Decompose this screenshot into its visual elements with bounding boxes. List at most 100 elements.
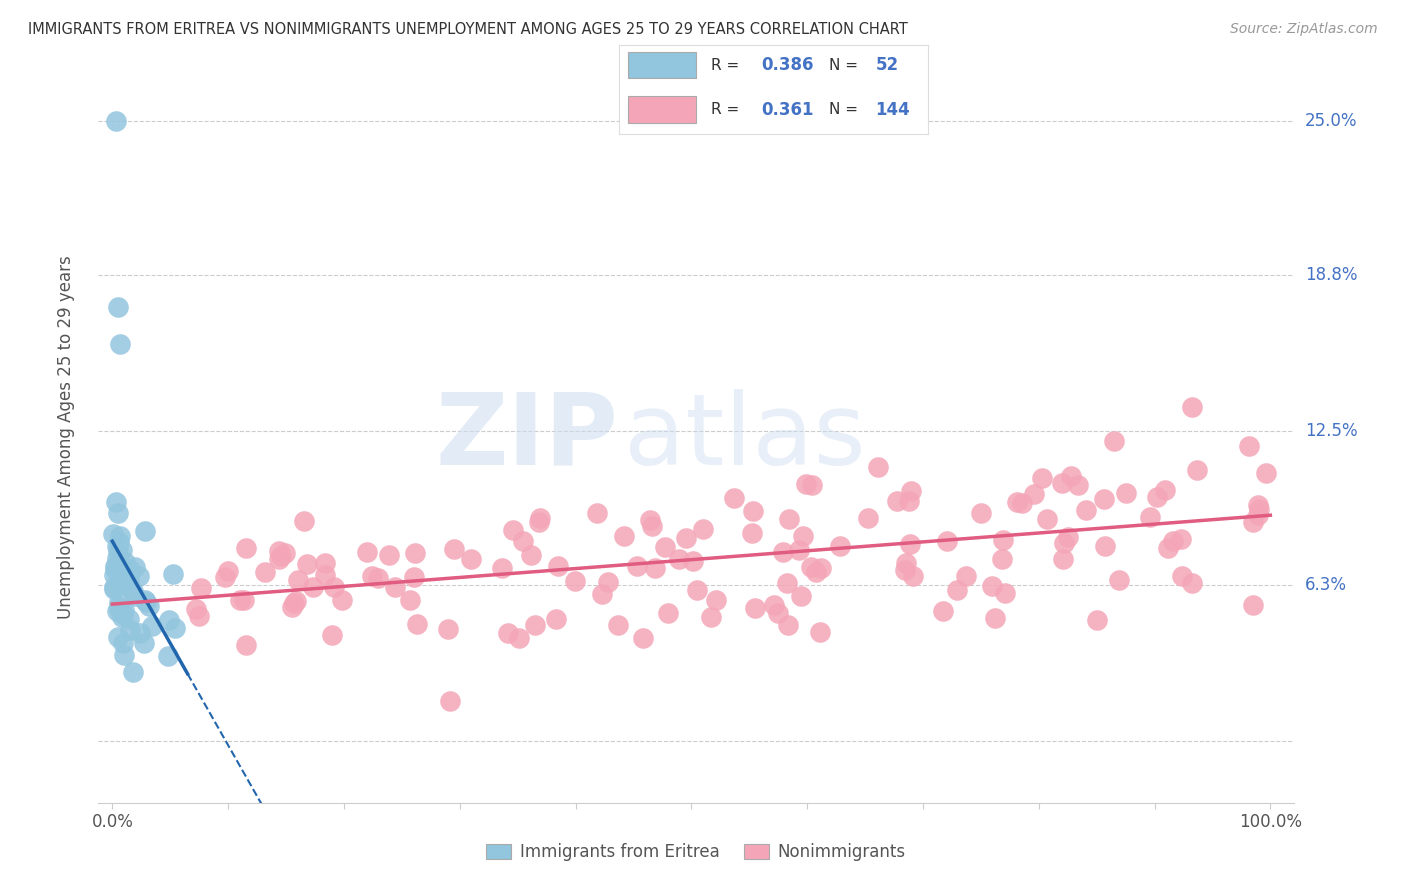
- Point: [1181, 401, 1204, 415]
- Point: [1060, 468, 1083, 483]
- Point: [112, 603, 135, 617]
- Point: [361, 569, 384, 583]
- Point: [800, 478, 823, 492]
- Point: [1157, 541, 1180, 555]
- Point: [1094, 539, 1116, 553]
- Text: 25.0%: 25.0%: [1305, 112, 1357, 130]
- Point: [188, 609, 211, 624]
- Text: 52: 52: [876, 56, 898, 74]
- Point: [443, 541, 465, 556]
- Point: [110, 337, 132, 351]
- Point: [162, 566, 184, 581]
- Y-axis label: Unemployment Among Ages 25 to 29 years: Unemployment Among Ages 25 to 29 years: [56, 255, 75, 619]
- Point: [1092, 491, 1115, 506]
- Point: [134, 592, 156, 607]
- Point: [280, 599, 302, 614]
- Point: [111, 610, 134, 624]
- Point: [103, 582, 125, 596]
- Point: [546, 612, 568, 626]
- Text: 0.386: 0.386: [761, 56, 814, 74]
- Point: [763, 598, 786, 612]
- Point: [112, 648, 135, 663]
- Point: [108, 534, 131, 549]
- Point: [314, 567, 336, 582]
- Point: [107, 544, 129, 558]
- Point: [107, 630, 129, 644]
- Text: 12.5%: 12.5%: [1305, 422, 1357, 440]
- Point: [107, 300, 129, 314]
- Text: 144: 144: [876, 101, 910, 119]
- Point: [112, 568, 135, 582]
- Point: [675, 531, 697, 545]
- Text: R =: R =: [711, 103, 745, 117]
- Point: [586, 506, 609, 520]
- Point: [108, 599, 131, 614]
- Text: ZIP: ZIP: [436, 389, 619, 485]
- Point: [810, 561, 832, 575]
- Point: [1102, 434, 1125, 449]
- Point: [157, 613, 180, 627]
- Point: [596, 575, 619, 590]
- Point: [830, 539, 852, 553]
- Point: [321, 628, 343, 642]
- Text: 6.3%: 6.3%: [1305, 575, 1347, 593]
- Point: [112, 607, 135, 621]
- Point: [165, 621, 187, 635]
- Point: [936, 534, 959, 549]
- Point: [356, 545, 378, 559]
- Point: [1052, 552, 1074, 566]
- Point: [1052, 536, 1074, 550]
- Text: 18.8%: 18.8%: [1305, 266, 1357, 284]
- Point: [122, 665, 145, 680]
- Point: [274, 546, 297, 560]
- Point: [1139, 510, 1161, 524]
- Point: [1052, 475, 1074, 490]
- Point: [439, 694, 461, 708]
- Point: [285, 593, 308, 607]
- Point: [787, 542, 810, 557]
- Point: [118, 572, 141, 586]
- Point: [104, 558, 127, 573]
- Point: [994, 586, 1017, 600]
- Point: [108, 595, 131, 609]
- Point: [1239, 439, 1261, 453]
- Point: [1247, 498, 1270, 512]
- Point: [523, 618, 546, 632]
- Point: [932, 604, 955, 618]
- Point: [124, 559, 146, 574]
- Point: [107, 551, 129, 566]
- Point: [766, 606, 789, 620]
- Point: [235, 541, 257, 555]
- Point: [118, 624, 141, 638]
- Point: [502, 524, 524, 538]
- Point: [399, 593, 422, 607]
- Point: [682, 554, 704, 568]
- Point: [384, 581, 406, 595]
- Point: [406, 616, 429, 631]
- Point: [564, 574, 586, 589]
- Point: [118, 612, 141, 626]
- Point: [654, 540, 676, 554]
- Point: [626, 558, 648, 573]
- Text: R =: R =: [711, 58, 745, 72]
- Point: [233, 593, 256, 607]
- Point: [1076, 502, 1098, 516]
- Point: [111, 576, 134, 591]
- Point: [141, 619, 163, 633]
- Point: [776, 575, 799, 590]
- Point: [1247, 508, 1270, 522]
- Point: [529, 516, 551, 530]
- Point: [868, 459, 890, 474]
- Point: [132, 636, 155, 650]
- Point: [332, 593, 354, 607]
- Point: [1067, 478, 1090, 492]
- Point: [1241, 598, 1264, 612]
- Point: [235, 638, 257, 652]
- Point: [367, 571, 389, 585]
- Point: [547, 558, 569, 573]
- Point: [898, 494, 921, 508]
- Point: [794, 476, 817, 491]
- Point: [103, 580, 125, 594]
- FancyBboxPatch shape: [628, 96, 696, 123]
- Point: [404, 546, 426, 560]
